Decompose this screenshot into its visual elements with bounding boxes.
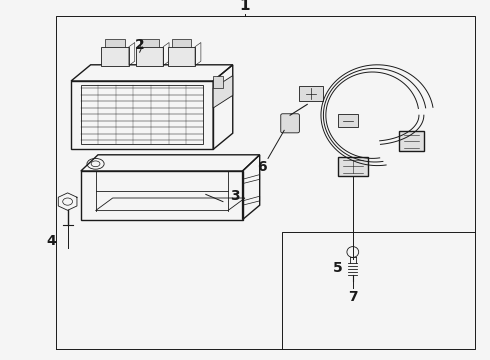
Text: 5: 5 [333,261,343,275]
Text: 2: 2 [135,38,145,52]
FancyBboxPatch shape [399,131,424,151]
Polygon shape [213,76,233,108]
FancyBboxPatch shape [213,76,223,88]
FancyBboxPatch shape [101,47,129,66]
FancyBboxPatch shape [338,114,358,127]
FancyBboxPatch shape [299,86,323,101]
FancyBboxPatch shape [281,114,299,133]
FancyBboxPatch shape [168,47,195,66]
FancyBboxPatch shape [105,39,125,47]
Text: 7: 7 [348,290,358,304]
FancyBboxPatch shape [338,157,368,176]
Text: 1: 1 [240,0,250,13]
Text: 6: 6 [257,160,267,174]
FancyBboxPatch shape [136,47,163,66]
Text: 3: 3 [230,189,240,203]
FancyBboxPatch shape [172,39,191,47]
FancyBboxPatch shape [140,39,159,47]
Text: 4: 4 [47,234,56,248]
